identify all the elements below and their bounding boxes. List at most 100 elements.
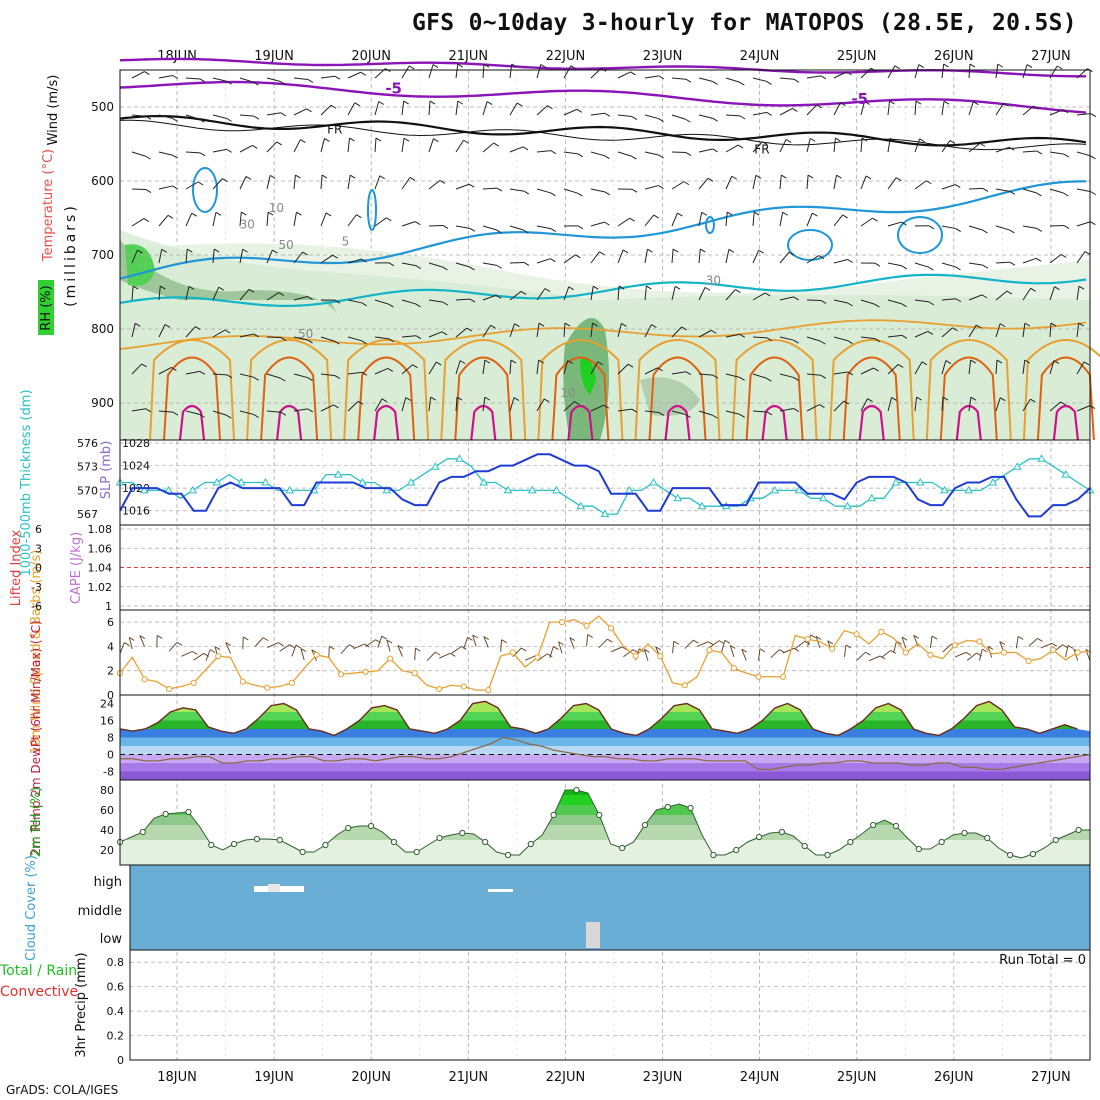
wind-barb-flag — [766, 377, 772, 382]
wind-barb-flag — [199, 413, 205, 418]
wind-barb-flag — [1063, 153, 1070, 158]
contour-label: 30 — [706, 274, 721, 288]
surface-barb — [672, 641, 675, 654]
surface-barb — [954, 651, 967, 658]
surface-barb-flag — [546, 653, 553, 658]
wind-barb — [644, 367, 658, 375]
surface-barb-flag — [156, 635, 163, 639]
wind-barb-flag — [409, 177, 416, 181]
wind-barb — [1076, 286, 1080, 301]
temp-band — [120, 720, 1090, 729]
wind-barb — [590, 323, 593, 338]
wind-barb — [185, 114, 200, 120]
thickness-line-marker — [285, 485, 295, 494]
ytick-thickness: 576 — [77, 437, 98, 450]
rh-band — [120, 840, 1090, 865]
date-label-bottom: 27JUN — [1031, 1070, 1071, 1085]
wind-barb — [941, 262, 956, 268]
wind-barb-flag — [1008, 146, 1015, 151]
wind-barb — [995, 188, 1010, 192]
wind-barb-flag — [700, 248, 706, 253]
date-label-bottom: 21JUN — [448, 1070, 488, 1085]
thickness-line-marker — [430, 462, 440, 470]
wind-barb — [239, 77, 254, 83]
temp-band — [120, 701, 1090, 704]
wind-barb — [806, 255, 820, 264]
wind-barb — [860, 217, 873, 227]
surface-barb — [795, 640, 806, 649]
wind-barb-flag — [955, 228, 962, 232]
wind-barb-flag — [996, 359, 1003, 364]
wind-barb-flag — [955, 266, 961, 271]
wind-barb-flag — [321, 174, 328, 179]
rh-line-marker — [938, 838, 945, 846]
temp-band — [120, 729, 1090, 738]
wind-barb — [806, 104, 818, 116]
wind-barb-flag — [704, 286, 711, 291]
thickness-line-marker — [891, 478, 901, 486]
wind-barb-flag — [276, 141, 282, 146]
ytick-precip: 0 — [117, 1054, 124, 1067]
wind-barb-flag — [758, 249, 764, 254]
contour-0c-loop — [367, 189, 377, 231]
wind-barb-flag — [646, 285, 652, 290]
wind-barb-flag — [835, 137, 841, 142]
wind-barb — [833, 336, 848, 342]
surface-barb — [729, 645, 735, 657]
contour-warm — [925, 339, 1012, 441]
wind-barb-flag — [685, 152, 692, 156]
wind-barb — [968, 63, 971, 79]
wind-barb — [1022, 323, 1026, 338]
wind-barb-flag — [137, 249, 143, 254]
thickness-line-marker — [600, 509, 610, 518]
wind-barb — [1076, 221, 1091, 227]
wind-barb-flag — [226, 148, 233, 153]
wind-barb — [995, 64, 999, 79]
wind-barb-flag — [550, 258, 556, 263]
surface-barb-flag — [987, 645, 994, 650]
thickness-line-marker — [988, 478, 998, 486]
wind-barb — [617, 217, 630, 227]
wind-barb — [239, 144, 253, 153]
wind-speed-line-marker — [485, 687, 492, 694]
wind-barb-flag — [865, 175, 872, 180]
wind-barb — [509, 323, 515, 338]
wind-barb-flag — [982, 187, 989, 192]
wind-barb — [563, 254, 576, 264]
temp-band — [120, 737, 1090, 746]
wind-barb-flag — [513, 397, 520, 402]
surface-barb — [643, 649, 649, 661]
wind-barb-flag — [349, 174, 356, 179]
wind-barb — [752, 141, 763, 153]
wind-barb-flag — [415, 221, 421, 226]
wind-barb — [374, 138, 377, 153]
thickness-line-marker — [843, 501, 852, 510]
wind-speed-line-marker — [166, 685, 173, 693]
wind-barb-flag — [356, 214, 362, 219]
wind-barb — [266, 249, 273, 264]
ytick-temp: -8 — [103, 766, 114, 779]
wind-barb-flag — [793, 377, 799, 381]
rh-line-marker — [1075, 826, 1082, 834]
wind-barb — [455, 64, 459, 79]
wind-barb-flag — [388, 338, 395, 343]
rh-line-marker — [208, 841, 215, 849]
wind-barb-flag — [681, 326, 687, 331]
contour-minus5 — [119, 80, 1087, 114]
wind-barb-flag — [442, 225, 449, 229]
wind-barb — [401, 397, 407, 412]
wind-barb — [482, 63, 485, 79]
wind-barb — [455, 327, 468, 338]
wind-barb — [671, 151, 687, 154]
wind-barb-flag — [171, 366, 177, 371]
rh-line-marker — [641, 821, 649, 829]
wind-barb — [374, 398, 383, 412]
rh-patch — [640, 377, 700, 416]
rh-line-marker — [482, 838, 489, 846]
thickness-line-marker — [940, 485, 949, 494]
wind-barb — [455, 360, 461, 375]
wind-barb — [266, 212, 269, 227]
wind-barb-flag — [378, 101, 384, 105]
surface-barb — [868, 655, 881, 662]
wind-barb — [185, 326, 196, 338]
